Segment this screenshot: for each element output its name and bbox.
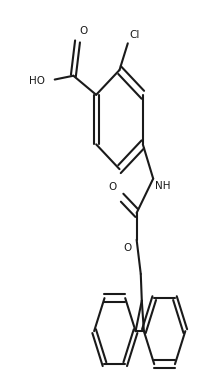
Text: NH: NH [155, 180, 171, 190]
Text: HO: HO [29, 76, 45, 86]
Text: Cl: Cl [130, 30, 140, 40]
Text: O: O [80, 26, 88, 36]
Text: O: O [109, 182, 117, 192]
Text: O: O [123, 243, 131, 253]
